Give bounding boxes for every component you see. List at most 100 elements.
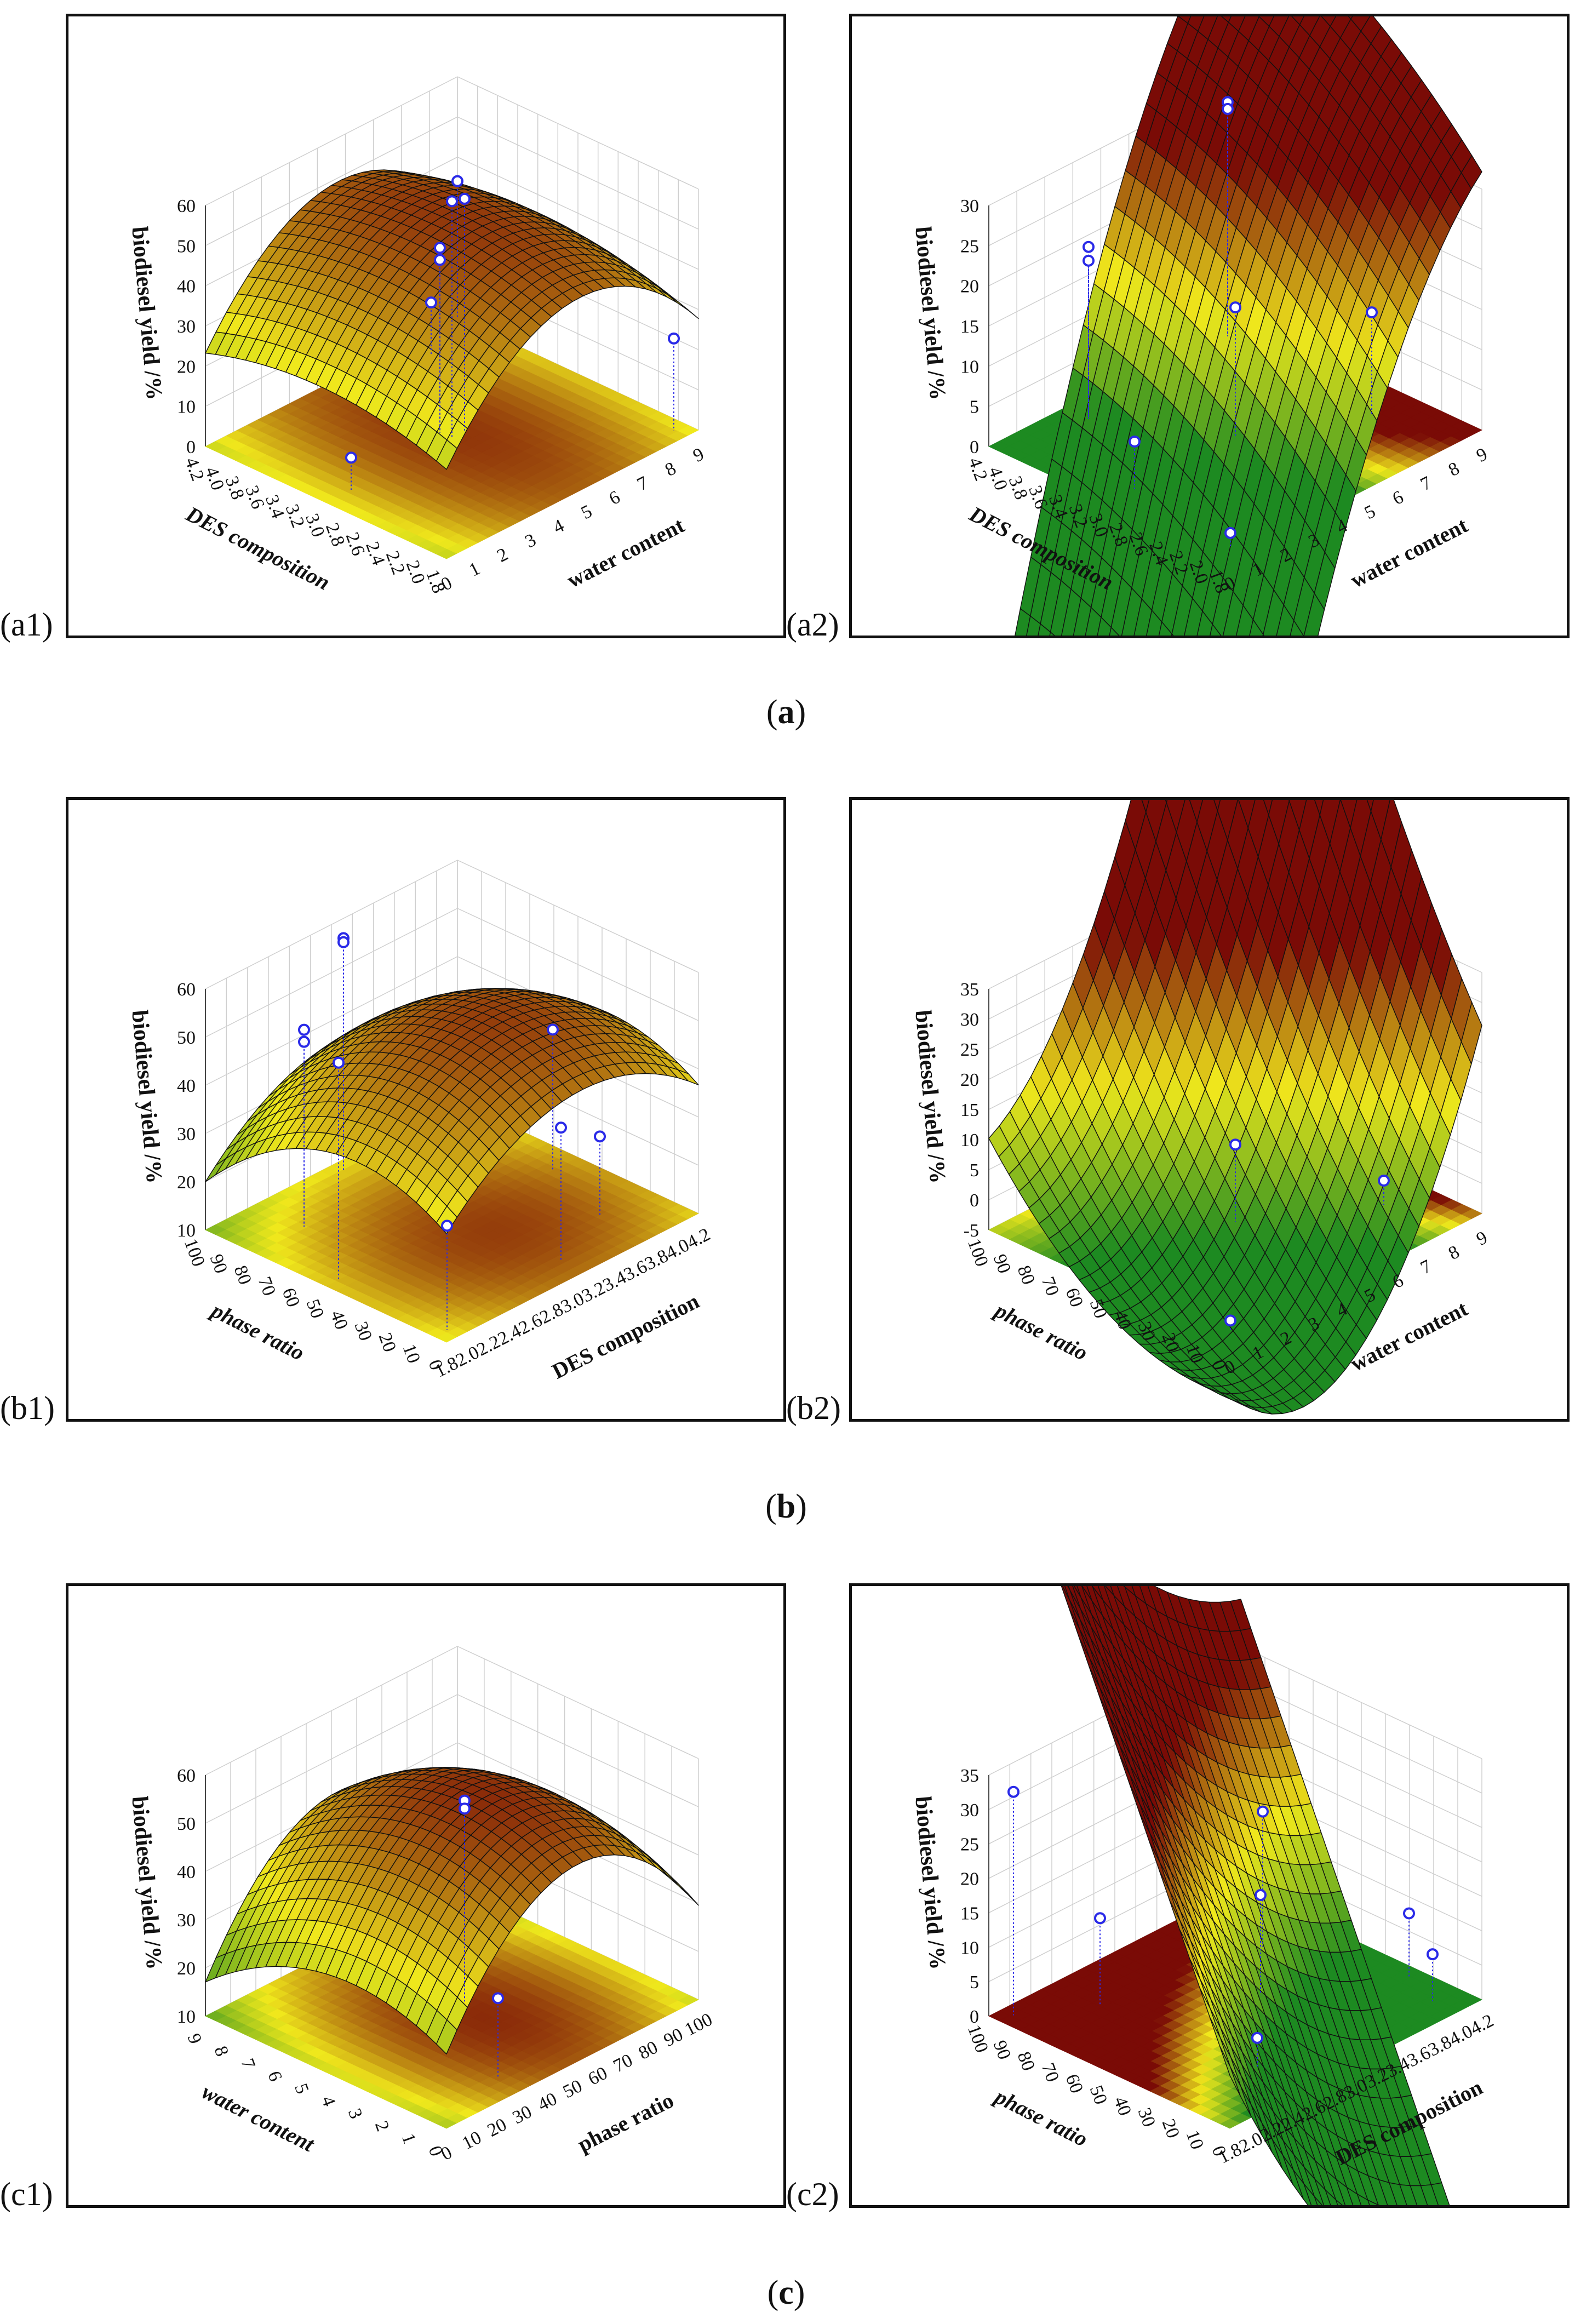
- x-tick-label: 9: [690, 444, 707, 466]
- z-axis-title: biodiesel yield /%: [127, 1009, 167, 1184]
- y-tick-label: 80: [1013, 2049, 1039, 2074]
- data-point: [298, 1023, 310, 1036]
- y-axis-title: phase ratio: [990, 1297, 1092, 1365]
- data-point: [547, 1023, 559, 1036]
- y-tick-label: 3: [344, 2106, 366, 2122]
- panel-b1: 10 20 30 40 50 60 1.8 2.0 2.2 2.4 2.6 2.8 3.0 3.2 3.4 3…: [66, 797, 786, 1422]
- data-points: [459, 1794, 504, 2079]
- caption-a: (a): [766, 694, 806, 731]
- data-point: [425, 296, 437, 309]
- data-point: [594, 1130, 606, 1143]
- data-points: [1224, 1138, 1390, 1330]
- data-point: [1083, 241, 1095, 253]
- data-point: [1427, 1948, 1439, 1961]
- z-tick-label: 20: [960, 1869, 979, 1890]
- data-point: [333, 1056, 345, 1069]
- z-tick-label: 60: [177, 1766, 196, 1786]
- data-point: [1007, 1785, 1020, 1798]
- y-tick-label: 100: [180, 1236, 209, 1269]
- surface-chart-a2: 05101520253001234567891.82.02.22.42.62.8…: [910, 16, 1491, 636]
- z-tick-label: 20: [177, 1959, 196, 1979]
- z-tick-label: 25: [960, 1040, 979, 1060]
- x-tick-label: 8: [662, 458, 679, 480]
- z-tick-label: 10: [177, 2007, 196, 2027]
- y-tick-label: 90: [206, 1252, 231, 1277]
- y-tick-label: 20: [375, 1330, 400, 1355]
- y-tick-label: 30: [351, 1319, 376, 1344]
- data-point: [1229, 1138, 1241, 1151]
- x-tick-label: 6: [606, 487, 623, 510]
- data-points: [1007, 1785, 1439, 2068]
- x-tick-label: 30: [509, 2102, 535, 2128]
- z-axis-title: biodiesel yield /%: [127, 1795, 167, 1971]
- y-tick-label: 90: [989, 1252, 1015, 1277]
- x-tick-label: 100: [681, 2010, 715, 2040]
- y-tick-label: 70: [1038, 2060, 1063, 2085]
- y-tick-label: 4.2: [964, 455, 991, 484]
- y-tick-label: 60: [278, 1285, 303, 1310]
- response-surface: [1015, 16, 1482, 636]
- data-points: [298, 932, 606, 1330]
- z-tick-label: 30: [960, 196, 979, 216]
- x-tick-label: 2: [494, 544, 511, 566]
- y-tick-label: 50: [1086, 2083, 1111, 2108]
- y-tick-label: 20: [1158, 2116, 1183, 2141]
- surface-chart-c2: 051015202530351.82.02.22.42.62.83.03.23.…: [910, 1586, 1497, 2205]
- z-tick-label: 40: [177, 277, 196, 297]
- y-tick-label: 100: [964, 1236, 992, 1269]
- y-tick-label: 1: [398, 2131, 420, 2146]
- z-tick-label: 50: [177, 1028, 196, 1048]
- panel-a2: 0 5 10 15 20 25 30 0 1 2 3 4 5 6 7 8 9 1.8 2.0 2.2 2.4 2.6 2.8…: [849, 14, 1570, 638]
- response-surface: [205, 988, 699, 1234]
- z-tick-label: 20: [960, 1070, 979, 1090]
- data-point: [1222, 102, 1234, 115]
- y-tick-label: 50: [302, 1297, 328, 1321]
- x-tick-label: 8: [1445, 1241, 1463, 1264]
- panel-label-a2: (a2): [786, 606, 839, 643]
- response-surface: [988, 800, 1482, 1415]
- response-surface: [1061, 1586, 1450, 2205]
- data-point: [1224, 1314, 1236, 1327]
- panel-label-c1: (c1): [0, 2176, 53, 2212]
- x-axis-title: water content: [563, 512, 689, 592]
- x-axis-title: phase ratio: [574, 2088, 678, 2157]
- z-tick-label: 10: [960, 357, 979, 377]
- z-tick-label: 30: [177, 317, 196, 337]
- panel-b2: -5 0 5 10 15 20 25 30 35 0 1 2 3 4 5 6 7 8 9 0 10 20 30 40 50 60 7…: [849, 797, 1570, 1422]
- z-tick-label: 50: [177, 236, 196, 256]
- x-tick-label: 80: [635, 2037, 661, 2063]
- y-tick-label: 80: [1013, 1263, 1039, 1287]
- data-point: [1378, 1175, 1390, 1187]
- y-tick-label: 10: [399, 1342, 424, 1366]
- z-tick-label: 30: [177, 1910, 196, 1931]
- y-tick-label: 5: [290, 2081, 313, 2097]
- z-tick-label: 5: [970, 397, 979, 417]
- surface-chart-a1: 010203040506001234567891.82.02.22.42.62.…: [127, 76, 707, 596]
- z-axis-title: biodiesel yield /%: [910, 226, 950, 401]
- z-axis-title: biodiesel yield /%: [127, 226, 167, 401]
- data-point: [446, 195, 458, 208]
- z-tick-label: 15: [960, 1100, 979, 1120]
- y-tick-label: 90: [989, 2038, 1015, 2063]
- z-tick-label: 15: [960, 317, 979, 337]
- x-tick-label: 8: [1445, 458, 1463, 480]
- data-point: [1224, 526, 1236, 539]
- data-point: [1366, 306, 1378, 319]
- z-tick-label: 10: [177, 1221, 196, 1241]
- response-surface: [205, 1767, 699, 2054]
- x-tick-label: 1: [466, 558, 483, 581]
- data-point: [345, 451, 357, 464]
- surface-chart-b2: -505101520253035012345678901020304050607…: [910, 800, 1491, 1415]
- y-tick-label: 40: [1110, 2094, 1135, 2119]
- data-point: [298, 1035, 310, 1048]
- x-tick-label: 7: [634, 473, 651, 495]
- data-point: [1255, 1889, 1267, 1902]
- z-tick-label: 60: [177, 196, 196, 216]
- y-tick-label: 7: [237, 2056, 259, 2072]
- x-tick-label: 4: [550, 516, 568, 538]
- x-tick-label: 20: [484, 2114, 510, 2140]
- y-tick-label: 30: [1134, 2105, 1159, 2130]
- x-tick-label: 40: [535, 2088, 560, 2115]
- z-axis-title: biodiesel yield /%: [910, 1009, 950, 1184]
- z-tick-label: 0: [970, 1190, 979, 1211]
